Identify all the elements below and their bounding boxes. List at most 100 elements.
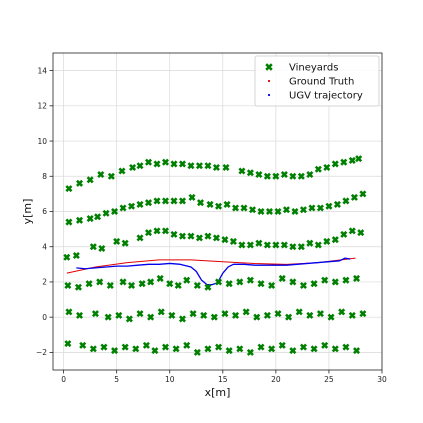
vineyard-point <box>178 232 186 240</box>
vineyard-point <box>79 341 87 349</box>
legend-marker-vineyards <box>265 63 273 71</box>
vineyard-point <box>295 308 303 316</box>
legend-marker-vineyards-glyph <box>265 63 273 71</box>
vineyard-point <box>161 227 170 235</box>
vineyard-point <box>350 193 358 201</box>
vineyard-point <box>314 165 322 173</box>
vineyard-point <box>331 160 339 168</box>
vineyard-point <box>65 218 73 226</box>
vineyard-point <box>204 345 212 353</box>
vineyard-point <box>263 241 271 249</box>
vineyard-point <box>325 202 333 210</box>
vineyard-point <box>113 237 121 245</box>
vineyard-point <box>316 310 324 318</box>
vineyard-point <box>299 281 307 289</box>
vineyard-point <box>196 199 205 207</box>
legend-marker-ugv-trajectory <box>267 93 271 97</box>
vineyard-point <box>263 311 271 319</box>
vineyard-point <box>215 202 223 210</box>
vineyard-point <box>222 163 230 171</box>
vineyard-point <box>289 243 297 251</box>
plot-area <box>63 155 367 356</box>
legend-label-ugv-trajectory: UGV trajectory <box>289 91 363 102</box>
vineyard-point <box>168 311 176 319</box>
vineyard-point <box>102 209 110 217</box>
legend-marker-ground-truth-glyph <box>267 79 271 83</box>
vineyard-point <box>147 278 155 286</box>
vineyard-point <box>316 204 324 212</box>
y-tick-label: 12 <box>37 102 47 111</box>
vineyard-point <box>359 310 367 318</box>
vineyard-point <box>249 206 257 214</box>
vineyard-point <box>86 176 94 184</box>
vineyard-point <box>263 172 271 180</box>
vineyard-point <box>104 313 112 321</box>
vineyard-point <box>333 200 341 208</box>
vineyard-point <box>359 190 367 198</box>
vineyard-point <box>272 241 280 249</box>
vineyard-point <box>282 206 291 214</box>
vineyard-point <box>100 343 108 351</box>
vineyard-point <box>161 197 170 205</box>
vineyard-point <box>97 170 105 179</box>
vineyard-point <box>204 162 212 170</box>
y-tick-label: 4 <box>42 242 47 251</box>
vineyard-point <box>153 197 161 205</box>
vineyard-point <box>195 234 203 242</box>
vineyard-point <box>253 313 261 321</box>
vineyard-point <box>291 207 299 216</box>
vineyard-point <box>348 156 356 164</box>
vineyard-point <box>274 207 282 216</box>
vineyard-point <box>119 204 127 212</box>
vineyard-point <box>151 347 159 355</box>
vineyard-point <box>115 311 123 319</box>
axis-ticks: 0 5 10 15 20 25 30 −2 0 2 4 6 8 10 12 14 <box>36 66 387 384</box>
vineyard-point <box>340 230 348 238</box>
vineyard-point <box>342 276 350 284</box>
vineyard-point <box>289 278 297 286</box>
vineyard-point <box>65 308 73 316</box>
x-tick-label: 5 <box>114 375 119 384</box>
vineyard-point <box>289 172 297 180</box>
vineyard-point <box>106 281 114 289</box>
vineyard-point <box>355 155 363 163</box>
vineyard-point <box>119 278 127 286</box>
vineyard-point <box>136 310 144 318</box>
vineyard-point <box>257 280 265 288</box>
vineyard-point <box>63 253 71 261</box>
legend-label-ground-truth: Ground Truth <box>289 77 354 88</box>
vineyard-point <box>272 172 280 180</box>
vineyard-point <box>265 207 274 216</box>
vineyard-point <box>357 229 365 237</box>
vineyard-point <box>285 313 293 321</box>
vineyard-point <box>210 313 218 321</box>
vineyard-point <box>338 308 346 316</box>
y-tick-label: 2 <box>42 278 47 287</box>
vineyard-point <box>65 185 73 193</box>
vineyard-point <box>348 311 356 319</box>
vineyard-point <box>257 343 265 351</box>
y-tick-label: 0 <box>42 313 47 322</box>
vineyard-point <box>136 200 144 208</box>
legend-label-vineyards: Vineyards <box>289 63 338 74</box>
vineyard-point <box>280 241 288 249</box>
vineyard-point <box>136 234 144 242</box>
y-axis-label: y[m] <box>21 199 34 225</box>
vineyard-point <box>278 341 286 349</box>
vineyard-point <box>246 169 254 177</box>
vineyard-point <box>257 207 265 216</box>
vineyards-series <box>63 155 367 356</box>
vineyard-point <box>353 274 361 282</box>
vineyard-point <box>187 162 195 170</box>
vineyard-point <box>172 345 180 353</box>
vineyard-point <box>89 345 97 353</box>
vineyard-point <box>96 278 104 286</box>
vineyard-point <box>193 348 201 356</box>
vineyard-point <box>225 280 233 288</box>
vineyard-point <box>107 172 115 180</box>
vineyard-point <box>183 341 191 349</box>
vineyard-point <box>166 280 174 288</box>
vineyard-point <box>331 278 339 286</box>
vineyard-point <box>121 239 129 247</box>
